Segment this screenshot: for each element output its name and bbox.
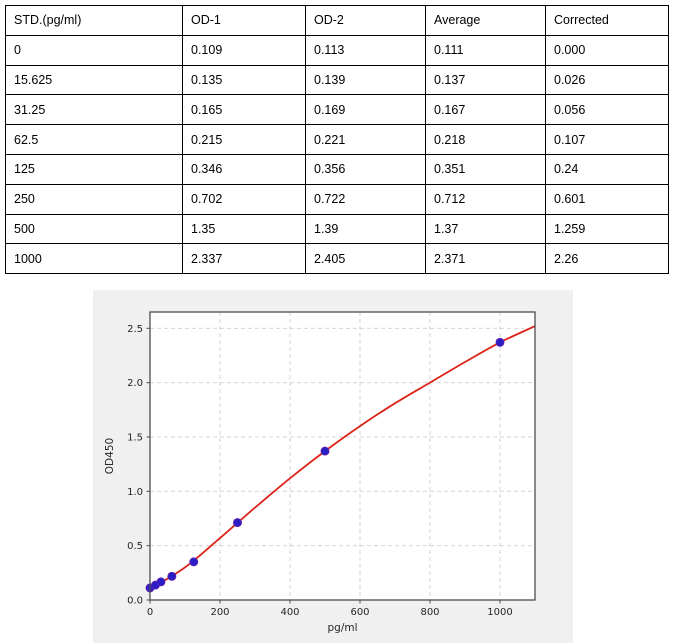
table-cell: 0 [5, 34, 183, 66]
table-cell: 0.24 [545, 153, 669, 185]
table-row: 1000 2.337 2.405 2.371 2.26 [5, 243, 669, 275]
table-cell: 0.137 [425, 64, 546, 96]
table-row: 62.5 0.215 0.221 0.218 0.107 [5, 124, 669, 155]
x-tick-label: 800 [420, 607, 439, 618]
table-row: 500 1.35 1.39 1.37 1.259 [5, 213, 669, 245]
table-cell: 15.625 [5, 64, 183, 96]
table-cell: 62.5 [5, 124, 183, 155]
table-cell: 1.35 [182, 213, 306, 245]
table-cell: 0.111 [425, 34, 546, 66]
y-tick-label: 2.0 [127, 378, 143, 389]
table-row: 125 0.346 0.356 0.351 0.24 [5, 153, 669, 185]
y-tick-label: 2.5 [127, 324, 143, 335]
table-cell: 31.25 [5, 94, 183, 126]
table-cell: 0.346 [182, 153, 306, 185]
table-cell: 1.259 [545, 213, 669, 245]
table-cell: 0.215 [182, 124, 306, 155]
table-cell: 250 [5, 183, 183, 215]
data-point [320, 446, 330, 456]
table-cell: 0.351 [425, 153, 546, 185]
table-cell: 0.702 [182, 183, 306, 215]
data-point [495, 337, 505, 347]
x-axis-label: pg/ml [327, 622, 357, 634]
data-point [167, 571, 177, 581]
table-cell: 0.056 [545, 94, 669, 126]
column-header: OD-2 [305, 5, 426, 36]
table-cell: 2.371 [425, 243, 546, 275]
table-cell: 125 [5, 153, 183, 185]
table-row: 15.625 0.135 0.139 0.137 0.026 [5, 64, 669, 96]
y-tick-label: 1.0 [127, 487, 143, 498]
x-tick-label: 200 [210, 607, 229, 618]
standard-curve-chart: 0 200 400 600 800 1000 0.0 0.5 1.0 1.5 2.0 2.5 pg/ml… [104, 311, 536, 634]
x-tick-label: 600 [350, 607, 369, 618]
data-points [145, 337, 505, 593]
column-header: Corrected [545, 5, 669, 36]
table-cell: 0.109 [182, 34, 306, 66]
table-cell: 0.712 [425, 183, 546, 215]
data-point [233, 518, 242, 528]
y-tick-label: 1.5 [127, 432, 143, 443]
table-row: 31.25 0.165 0.169 0.167 0.056 [5, 94, 669, 126]
table-cell: 0.221 [305, 124, 426, 155]
table-cell: 0.000 [545, 34, 669, 66]
column-header: OD-1 [182, 5, 306, 36]
data-point [156, 577, 166, 587]
table-cell: 1.37 [425, 213, 546, 245]
y-tick-label: 0.0 [127, 596, 143, 607]
table-row: 0 0.109 0.113 0.111 0.000 [5, 34, 669, 66]
table-cell: 1000 [5, 243, 183, 275]
x-tick-label: 1000 [487, 607, 512, 618]
table-cell: 500 [5, 213, 183, 245]
y-tick-label: 0.5 [127, 541, 143, 552]
data-point [189, 557, 199, 567]
table-cell: 0.139 [305, 64, 426, 96]
table-cell: 0.169 [305, 94, 426, 126]
table-cell: 0.218 [425, 124, 546, 155]
table-cell: 0.722 [305, 183, 426, 215]
tick-labels: 0 200 400 600 800 1000 0.0 0.5 1.0 1.5 2.0 2.5 [127, 324, 513, 618]
table-body: 0 0.109 0.113 0.111 0.000 15.625 0.135 0.139 0.1… [5, 34, 669, 275]
plot-area [150, 312, 535, 600]
column-header: Average [425, 5, 546, 36]
standards-table: STD.(pg/ml) OD-1 OD-2 Average Corrected 0 0.1… [5, 5, 669, 275]
x-tick-label: 400 [280, 607, 299, 618]
table-cell: 0.107 [545, 124, 669, 155]
table-row: 250 0.702 0.722 0.712 0.601 [5, 183, 669, 215]
plot-frame [149, 311, 536, 601]
table-cell: 0.356 [305, 153, 426, 185]
y-axis-label: OD450 [104, 438, 116, 474]
x-tick-label: 0 [147, 607, 153, 618]
table-cell: 0.026 [545, 64, 669, 96]
table-cell: 0.113 [305, 34, 426, 66]
table-cell: 1.39 [305, 213, 426, 245]
table-cell: 2.337 [182, 243, 306, 275]
column-header: STD.(pg/ml) [5, 5, 183, 36]
standard-curve-figure: 0 200 400 600 800 1000 0.0 0.5 1.0 1.5 2.0 2.5 pg/ml… [93, 290, 573, 643]
table-cell: 0.165 [182, 94, 306, 126]
table-cell: 2.26 [545, 243, 669, 275]
table-cell: 0.135 [182, 64, 306, 96]
table-cell: 2.405 [305, 243, 426, 275]
fit-curve-line [149, 325, 536, 590]
table-cell: 0.167 [425, 94, 546, 126]
table-cell: 0.601 [545, 183, 669, 215]
table-header-row: STD.(pg/ml) OD-1 OD-2 Average Corrected [5, 5, 669, 36]
